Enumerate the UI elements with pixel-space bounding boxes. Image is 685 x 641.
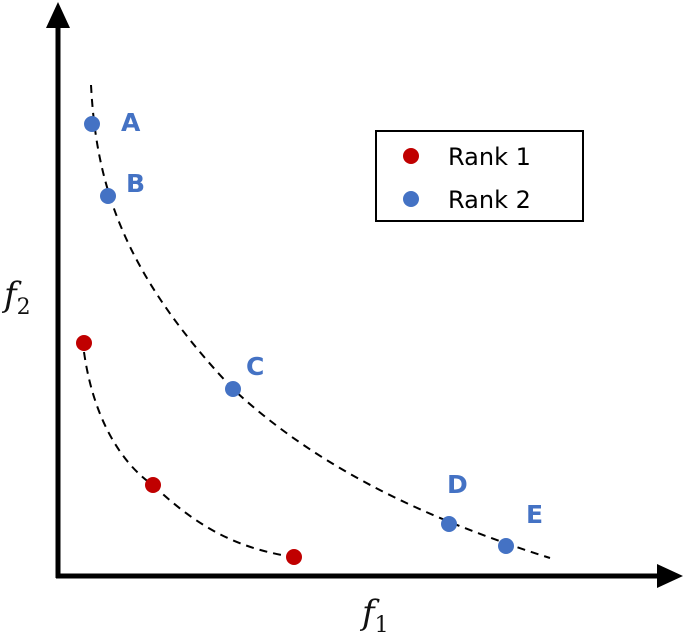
legend-rank2-label: Rank 2 bbox=[448, 186, 531, 214]
point-e-label: E bbox=[526, 500, 543, 529]
point-c-label: C bbox=[246, 352, 264, 381]
legend: Rank 1 Rank 2 bbox=[375, 130, 584, 222]
point-a bbox=[84, 116, 100, 132]
y-axis-label-subscript: 2 bbox=[17, 295, 31, 320]
y-axis-label: f2 bbox=[1, 275, 31, 320]
y-axis-arrow bbox=[46, 2, 70, 28]
rank1-front-curve bbox=[83, 351, 295, 558]
rank1-point bbox=[76, 335, 92, 351]
point-d bbox=[441, 516, 457, 532]
point-a-label: A bbox=[121, 108, 141, 137]
point-d-label: D bbox=[447, 470, 468, 499]
point-b bbox=[100, 188, 116, 204]
point-e bbox=[498, 538, 514, 554]
legend-rank1-label: Rank 1 bbox=[448, 143, 531, 171]
point-b-label: B bbox=[126, 169, 145, 198]
legend-rank2-marker bbox=[403, 191, 419, 207]
rank1-point bbox=[286, 549, 302, 565]
rank1-point bbox=[145, 477, 161, 493]
rank2-front-curve bbox=[90, 84, 551, 559]
x-axis-label-subscript: 1 bbox=[375, 613, 389, 638]
x-axis-label: f1 bbox=[359, 593, 389, 638]
x-axis-arrow bbox=[657, 564, 683, 588]
rank1-points bbox=[76, 335, 302, 565]
legend-rank1-marker bbox=[403, 148, 419, 164]
rank2-points: A B C D E bbox=[84, 108, 543, 554]
point-c bbox=[225, 381, 241, 397]
